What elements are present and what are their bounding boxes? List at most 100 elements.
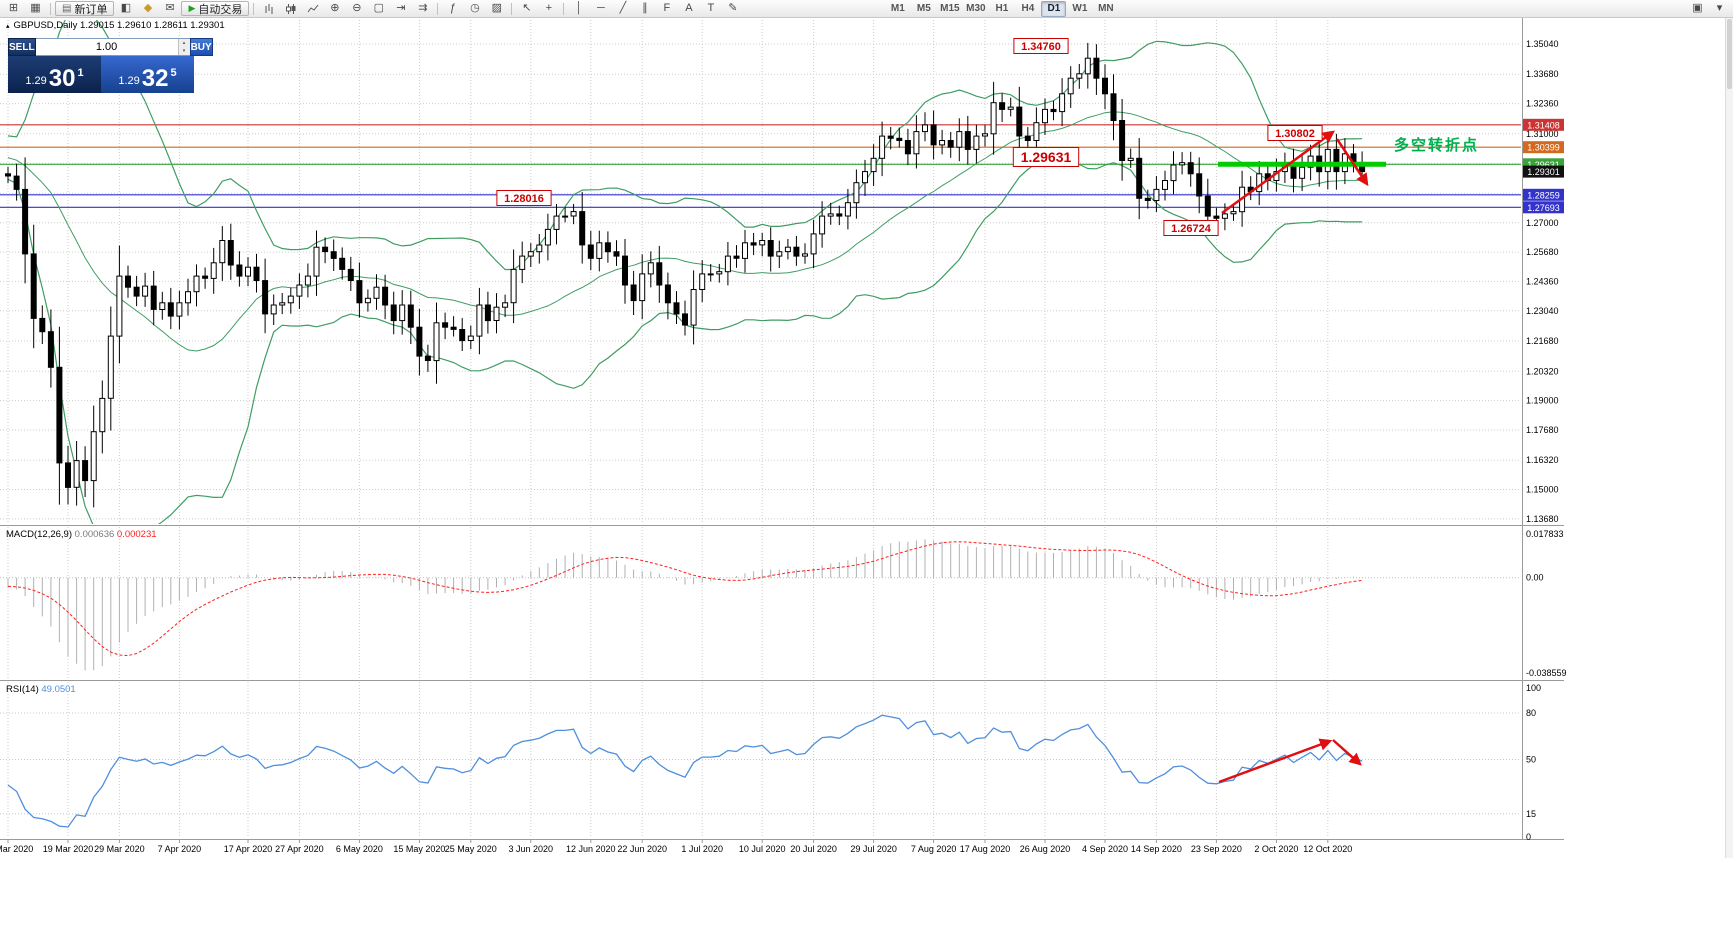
timeframe-button-h4[interactable]: H4 [1021,3,1035,14]
trend-arrow[interactable] [1335,138,1369,187]
sell-price-panel[interactable]: 1.29 30 1 [8,56,101,93]
svg-text:1.24360: 1.24360 [1526,276,1559,286]
vertical-line-icon[interactable]: │ [575,2,583,14]
chart-shift-icon[interactable]: ⇉ [418,2,428,14]
arrows-tool-icon[interactable]: ✎ [728,2,738,14]
price-tag: 1.31408 [1523,118,1564,131]
svg-text:12 Jun 2020: 12 Jun 2020 [566,844,616,854]
sell-price-digits: 30 [48,65,76,92]
volume-decrease-button[interactable]: ▾ [178,47,190,55]
volume-increase-button[interactable]: ▴ [178,39,190,47]
candlestick-chart-icon[interactable] [280,0,301,17]
one-click-trading-panel: SELL ▴ ▾ BUY 1.29 30 1 1.29 32 5 [8,38,213,93]
timeframe-button-m5[interactable]: M5 [916,3,931,14]
auto-scroll-icon[interactable]: ⇥ [396,2,406,14]
market-watch-icon[interactable]: ◧ [120,2,132,14]
cursor-icon[interactable]: ↖ [522,2,532,14]
svg-text:10 Jul 2020: 10 Jul 2020 [739,844,786,854]
timeframe-button-d1[interactable]: D1 [1041,0,1067,17]
vertical-scrollbar[interactable] [1725,17,1733,858]
price-tags: 1.31408 1.30399 1.29631 1.28259 1.27693 1.293… [1523,118,1564,214]
periods-icon[interactable]: ◷ [470,2,480,14]
macd-indicator-label: MACD(12,26,9) 0.000636 0.000231 [6,529,157,540]
bull-bear-turning-point-label[interactable]: 多空转折点 [1394,136,1479,154]
svg-text:1.33680: 1.33680 [1526,69,1559,79]
svg-text:0.017833: 0.017833 [1526,529,1564,539]
indicators-icon[interactable]: ƒ [449,2,456,14]
bar-chart-icon[interactable] [258,0,279,17]
zoom-in-icon[interactable]: ⊕ [330,2,340,14]
sell-button[interactable]: SELL [8,38,36,56]
svg-text:0.00: 0.00 [1526,573,1544,583]
volume-input[interactable] [35,39,178,55]
auto-trading-button[interactable]: ▶ 自动交易 [181,1,250,16]
toolbar-separator [563,2,565,15]
svg-text:1.21680: 1.21680 [1526,336,1559,346]
svg-text:1 Jul 2020: 1 Jul 2020 [681,844,723,854]
timeframe-button-m30[interactable]: M30 [966,3,986,14]
trend-arrow[interactable] [1332,739,1362,766]
timeframe-button-m15[interactable]: M15 [940,3,960,14]
svg-text:6 May 2020: 6 May 2020 [336,844,383,854]
horizontal-line-icon[interactable]: ─ [596,2,605,14]
chart-symbol-ohlc: ▴ GBPUSD,Daily 1.29015 1.29610 1.28611 1… [6,20,225,31]
text-icon[interactable]: A [685,2,693,14]
price-callout[interactable]: 1.29631 [1012,147,1080,167]
trendline-icon[interactable]: ╱ [619,2,627,14]
timeframe-button-mn[interactable]: MN [1098,3,1114,14]
buy-price-panel[interactable]: 1.29 32 5 [101,56,194,93]
order-form-icon: ▤ [62,3,72,14]
svg-text:20 Jul 2020: 20 Jul 2020 [790,844,837,854]
tile-windows-icon[interactable]: ▢ [373,2,385,14]
timeframe-button-m1[interactable]: M1 [890,3,905,14]
svg-text:1.29631: 1.29631 [1021,149,1072,165]
sell-price-prefix: 1.29 [25,75,47,87]
trend-arrow[interactable] [1218,738,1333,784]
sell-price-pip: 1 [77,67,84,79]
svg-text:0: 0 [1526,832,1531,842]
rsi-panel [7,714,1363,828]
window-restore-icon[interactable]: ▣ [1692,2,1703,14]
channel-icon[interactable]: ∥ [642,2,648,14]
chart-annotations[interactable]: 1.34760 1.30802 1.29631 1.28016 1.26724 多空转折点 [496,38,1479,784]
crosshair-icon[interactable]: + [545,2,553,14]
buy-button[interactable]: BUY [189,38,213,56]
main-toolbar: ⊞ ▦ ▤ 新订单 ◧ ◆ ✉ ▶ 自动交易 ⊕ ⊖ ▢ ⇥ ⇉ ƒ ◷ ▨ [0,0,1733,18]
price-callout[interactable]: 1.26724 [1163,220,1219,236]
svg-text:26 Aug 2020: 26 Aug 2020 [1020,844,1071,854]
alerts-icon[interactable]: ✉ [165,2,175,14]
svg-text:2 Oct 2020: 2 Oct 2020 [1254,844,1298,854]
chart-profiles-icon[interactable]: ▦ [30,2,41,14]
svg-text:1.31000: 1.31000 [1526,129,1559,139]
timeframe-button-h1[interactable]: H1 [995,3,1009,14]
price-callout[interactable]: 1.34760 [1013,38,1069,54]
history-center-icon[interactable]: ◆ [143,2,153,14]
panel-frame [0,18,1564,840]
line-chart-icon[interactable] [302,0,323,17]
new-chart-icon[interactable]: ⊞ [8,2,19,14]
svg-text:22 Jun 2020: 22 Jun 2020 [617,844,667,854]
svg-text:15: 15 [1526,809,1536,819]
price-callout[interactable]: 1.30802 [1267,125,1323,141]
svg-text:19 Mar 2020: 19 Mar 2020 [43,844,94,854]
grid-lines [0,20,1521,837]
trend-arrow[interactable] [1221,130,1336,215]
new-order-button[interactable]: ▤ 新订单 [55,1,115,16]
timeframe-button-w1[interactable]: W1 [1072,3,1088,14]
price-callout[interactable]: 1.28016 [496,190,552,206]
zoom-out-icon[interactable]: ⊖ [352,2,362,14]
rsi-indicator-label: RSI(14) 49.0501 [6,684,76,695]
text-label-icon[interactable]: T [707,2,715,14]
svg-text:1.17680: 1.17680 [1526,425,1559,435]
fibonacci-icon[interactable]: F [663,2,671,14]
candles [5,42,1366,508]
toolbar-separator [511,2,513,15]
chart-marker-icon: ▴ [6,22,10,30]
toolbar-menu-icon[interactable]: ▾ [1716,2,1723,14]
volume-field: ▴ ▾ [35,38,190,56]
scrollbar-thumb[interactable] [1727,19,1732,89]
templates-icon[interactable]: ▨ [491,2,503,14]
svg-text:1.30399: 1.30399 [1527,143,1560,153]
